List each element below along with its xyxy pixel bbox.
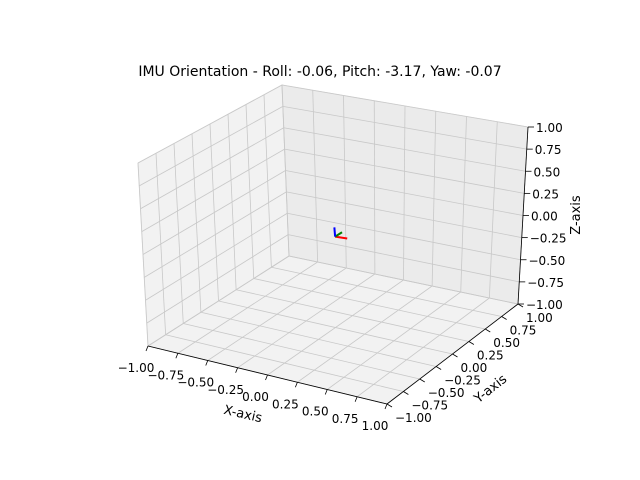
gridline	[236, 289, 469, 342]
x-tick-label: 0.75	[332, 412, 359, 426]
y-tick	[403, 391, 409, 395]
y-tick-label: 0.50	[493, 336, 520, 350]
x-tick	[324, 389, 328, 395]
gridline	[282, 105, 527, 150]
y-tick	[386, 403, 393, 408]
x-tick	[384, 403, 388, 410]
orientation-vectors	[333, 227, 348, 240]
x-axis-label: X-axis	[222, 403, 264, 426]
z-axis-label: Z-axis	[569, 195, 584, 235]
x-tick	[295, 382, 298, 388]
x-tick	[354, 396, 358, 402]
z-tick-label: −0.25	[530, 232, 567, 246]
z-tick-label: −0.50	[529, 254, 566, 268]
gridline	[253, 278, 486, 330]
gridline	[327, 291, 461, 390]
x-tick-label: −0.50	[177, 376, 214, 390]
z-tick-label: 0.50	[534, 165, 561, 179]
chart-title: IMU Orientation - Roll: -0.06, Pitch: -3…	[138, 64, 502, 80]
z-tick-label: 1.00	[536, 121, 563, 135]
y-tick	[517, 303, 524, 308]
gridline	[297, 285, 433, 383]
gridline	[281, 84, 529, 128]
y-tick-label: 0.75	[510, 324, 537, 338]
z-tick-label: −1.00	[526, 298, 563, 312]
gridline	[356, 297, 490, 398]
gridline	[227, 114, 237, 290]
x-tick-label: 0.25	[272, 397, 299, 411]
y-tick-label: 0.25	[477, 349, 504, 363]
x-orientation-vector	[334, 235, 348, 240]
x-tick-label: −0.75	[147, 368, 184, 382]
y-tick-label: −1.00	[395, 411, 432, 425]
y-tick-label: 1.00	[526, 311, 553, 325]
y-tick	[419, 378, 425, 383]
gridline	[431, 111, 437, 287]
gridline	[271, 266, 502, 317]
y-tick	[452, 353, 458, 358]
y-orientation-vector	[334, 231, 343, 238]
x-tick-label: 0.50	[302, 405, 329, 419]
x-tick-label: −0.25	[207, 383, 244, 397]
z-tick-label: 0.25	[532, 187, 559, 201]
gridline	[140, 127, 284, 210]
gridline	[137, 84, 283, 164]
y-tick	[485, 328, 491, 333]
y-tick	[435, 366, 442, 370]
axis-panes	[137, 84, 529, 405]
x-tick-label: 0.00	[242, 390, 269, 404]
gridline	[283, 127, 526, 172]
gridline	[263, 94, 272, 268]
y-tick	[468, 341, 475, 345]
y-tick	[501, 316, 507, 320]
x-tick	[235, 367, 238, 373]
gridline	[139, 106, 284, 187]
gridline	[285, 170, 524, 216]
z-tick-label: 0.75	[535, 143, 562, 157]
x-tick-label: 1.00	[362, 419, 389, 433]
x-tick-label: −1.00	[118, 361, 155, 375]
gridline	[281, 84, 290, 257]
z-tick-label: −0.75	[527, 276, 564, 290]
z-orientation-vector	[333, 227, 337, 237]
y-tick-label: −0.75	[411, 399, 448, 413]
gridline	[488, 121, 498, 299]
gridline	[141, 148, 285, 232]
x-tick	[145, 345, 149, 352]
y-tick-label: −0.50	[428, 386, 465, 400]
x-tick	[175, 353, 179, 359]
gridline	[218, 300, 453, 355]
z-tick-label: 0.00	[531, 210, 558, 224]
x-tick	[205, 360, 209, 366]
tick-labels: −1.00−1.00−1.00−0.75−0.75−0.75−0.50−0.50…	[118, 121, 567, 433]
gridline	[288, 255, 519, 305]
y-tick-label: −0.25	[444, 374, 481, 388]
tick-marks	[145, 126, 534, 410]
x-tick	[265, 374, 268, 381]
gridline	[460, 116, 467, 293]
gridline	[245, 104, 255, 279]
y-tick-label: 0.00	[461, 361, 488, 375]
gridline	[284, 148, 525, 194]
gridline	[142, 170, 286, 255]
